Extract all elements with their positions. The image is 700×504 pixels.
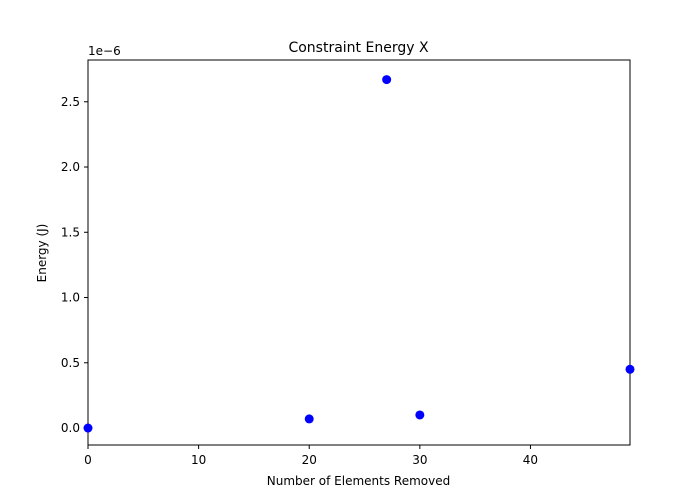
data-point xyxy=(625,364,635,374)
y-tick-label: 0.0 xyxy=(61,421,80,435)
data-point xyxy=(304,414,314,424)
data-point xyxy=(83,423,93,433)
x-tick-label: 0 xyxy=(84,453,92,467)
plot-area xyxy=(87,59,631,446)
data-point xyxy=(415,410,425,420)
chart-title: Constraint Energy X xyxy=(288,40,428,56)
data-points xyxy=(83,75,635,433)
y-tick-label: 1.5 xyxy=(61,225,80,239)
y-tick-label: 1.0 xyxy=(61,291,80,305)
data-point xyxy=(382,75,392,85)
y-tick-label: 2.0 xyxy=(61,160,80,174)
y-axis-label: Energy (J) xyxy=(35,224,49,283)
y-axis: 0.0 0.5 1.0 1.5 2.0 2.5 xyxy=(61,95,88,435)
x-tick-label: 10 xyxy=(191,453,206,467)
x-axis: 0 10 20 30 40 xyxy=(84,445,538,467)
x-tick-label: 20 xyxy=(302,453,317,467)
y-tick-label: 0.5 xyxy=(61,356,80,370)
plot-frame xyxy=(87,59,631,446)
y-tick-label: 2.5 xyxy=(61,95,80,109)
x-tick-label: 30 xyxy=(412,453,427,467)
x-axis-label: Number of Elements Removed xyxy=(267,474,450,488)
y-axis-offset-label: 1e−6 xyxy=(88,44,121,58)
x-tick-label: 40 xyxy=(523,453,538,467)
